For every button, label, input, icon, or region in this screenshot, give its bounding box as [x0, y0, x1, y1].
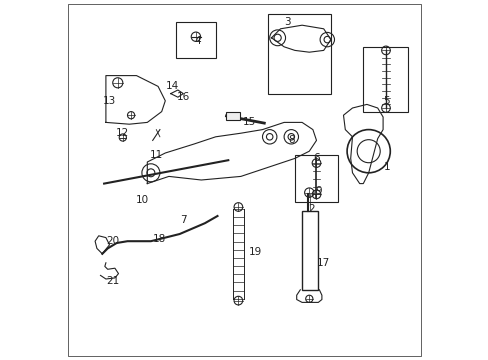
Text: 8: 8 — [287, 135, 294, 145]
Text: 13: 13 — [102, 96, 116, 106]
Text: 4: 4 — [194, 36, 201, 46]
Text: 18: 18 — [153, 234, 166, 244]
Text: 20: 20 — [106, 236, 120, 246]
Text: 9: 9 — [314, 186, 321, 196]
Text: 7: 7 — [180, 215, 186, 225]
Text: 17: 17 — [316, 258, 330, 268]
Text: 10: 10 — [135, 195, 148, 205]
Bar — [225, 112, 240, 120]
Bar — [302, 211, 318, 290]
Text: 15: 15 — [243, 117, 256, 127]
Bar — [294, 155, 337, 202]
Text: 11: 11 — [149, 150, 163, 160]
Bar — [176, 22, 215, 58]
Text: 6: 6 — [312, 153, 319, 163]
Text: 2: 2 — [307, 204, 314, 214]
Text: 5: 5 — [383, 96, 389, 106]
Text: 21: 21 — [106, 276, 120, 286]
Bar — [267, 14, 330, 94]
Text: 14: 14 — [165, 81, 179, 91]
Text: 1: 1 — [383, 162, 389, 172]
Text: 12: 12 — [115, 128, 128, 138]
Text: 3: 3 — [284, 17, 290, 27]
Text: 16: 16 — [176, 92, 189, 102]
Text: 19: 19 — [248, 247, 262, 257]
Bar — [363, 47, 407, 112]
